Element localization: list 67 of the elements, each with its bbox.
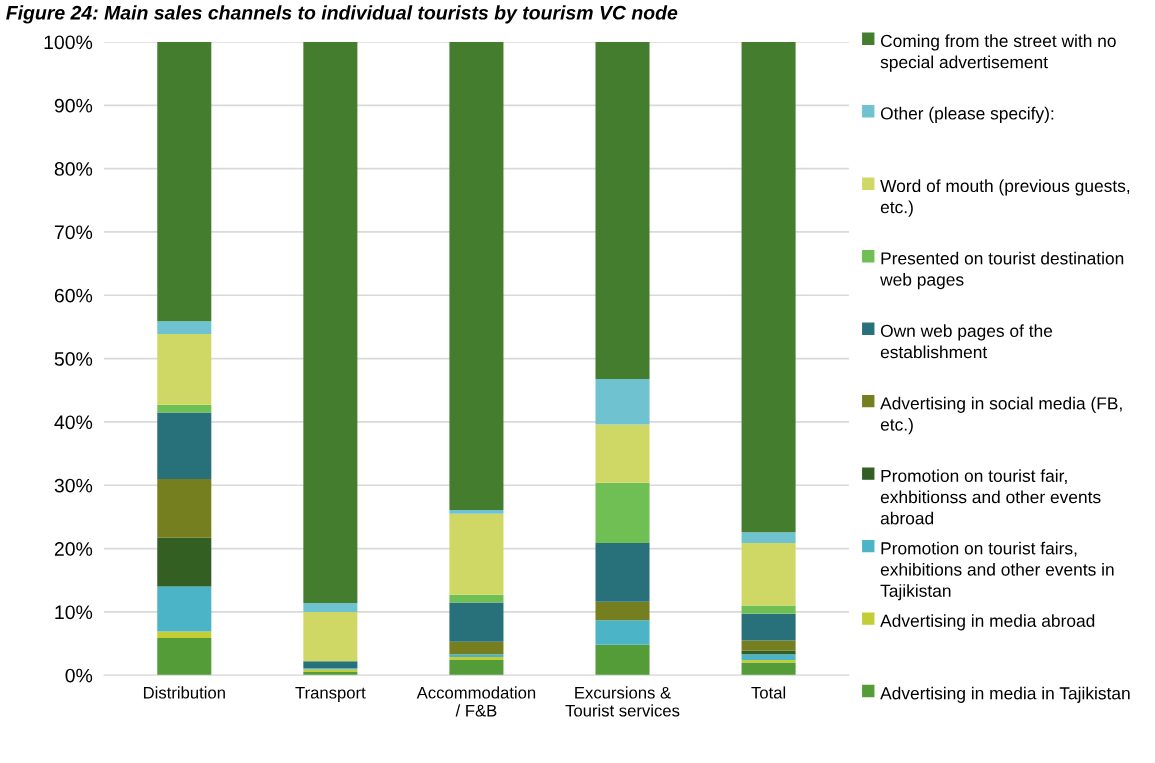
- bar: [303, 41, 358, 604]
- y-tick-label: 0%: [65, 668, 93, 683]
- bar: [157, 321, 212, 334]
- bar: [595, 424, 650, 483]
- y-tick-label: 20%: [54, 542, 93, 556]
- bar: [449, 660, 504, 676]
- bar: [595, 542, 650, 602]
- bar: [157, 478, 212, 538]
- bar: [741, 662, 796, 676]
- legend-label: Advertising in social media (FB, etc.): [880, 396, 1122, 435]
- bar: [303, 661, 358, 669]
- legend-label: Advertising in media abroad: [880, 614, 1095, 631]
- x-tick-label: Distribution: [143, 686, 225, 699]
- bar: [595, 482, 650, 543]
- bar: [741, 613, 796, 641]
- bar: [157, 537, 212, 587]
- legend-label: Advertising in media in Tajikistan: [880, 686, 1130, 703]
- bar: [595, 644, 650, 676]
- bar: [157, 404, 212, 413]
- bar: [157, 412, 212, 479]
- legend-label: Other (please specify):: [880, 106, 1054, 123]
- bar: [157, 333, 212, 405]
- x-tick-label: Transport: [295, 686, 366, 702]
- legend-label: Promotion on tourist fair, exhbitionss and other events abroad: [880, 469, 1101, 525]
- y-tick-label: 50%: [54, 352, 93, 366]
- bar: [449, 602, 504, 642]
- bar: [157, 631, 212, 638]
- bar: [741, 532, 796, 543]
- bar: [595, 378, 650, 425]
- bar: [741, 605, 796, 614]
- legend-label: Presented on tourist destination web pages: [880, 251, 1124, 290]
- bar: [157, 41, 212, 322]
- y-tick-label: 60%: [54, 288, 93, 303]
- bar: [449, 41, 504, 510]
- x-tick-label: Accommodation / F&B: [416, 686, 536, 717]
- bar: [741, 660, 796, 663]
- y-tick-label: 40%: [54, 415, 93, 430]
- bar: [595, 41, 650, 379]
- bar: [303, 603, 358, 612]
- bar: [449, 654, 504, 657]
- x-tick-label: Total: [751, 686, 786, 699]
- bar: [741, 654, 796, 661]
- bar: [595, 601, 650, 621]
- bar: [157, 637, 212, 676]
- y-tick-label: 100%: [44, 35, 93, 50]
- bar: [303, 611, 358, 662]
- x-tick-label: Excursions & Tourist services: [565, 686, 680, 717]
- y-tick-label: 90%: [54, 98, 93, 113]
- y-tick-label: 30%: [54, 478, 93, 493]
- bar: [595, 620, 650, 645]
- bar: [741, 542, 796, 606]
- legend-label: Word of mouth (previous guests, etc.): [880, 179, 1130, 217]
- y-tick-label: 10%: [55, 605, 93, 620]
- y-tick-label: 70%: [54, 225, 93, 240]
- bar: [157, 586, 212, 632]
- bar: [449, 641, 504, 655]
- bar: [449, 513, 504, 595]
- legend-label: Promotion on tourist fairs, exhibitions and other events in Tajikistan: [880, 541, 1114, 601]
- bar: [449, 594, 504, 603]
- chart-title: Figure 24: Main sales channels to individual tourists by tourism VC node: [6, 5, 678, 24]
- legend-label: Coming from the street with no special advertisement: [880, 34, 1116, 72]
- bar: [449, 656, 504, 661]
- bar: [741, 41, 796, 533]
- bar: [449, 509, 504, 514]
- legend-label: Own web pages of the establishment: [880, 324, 1053, 359]
- y-tick-label: 80%: [54, 162, 93, 176]
- bar: [741, 640, 796, 651]
